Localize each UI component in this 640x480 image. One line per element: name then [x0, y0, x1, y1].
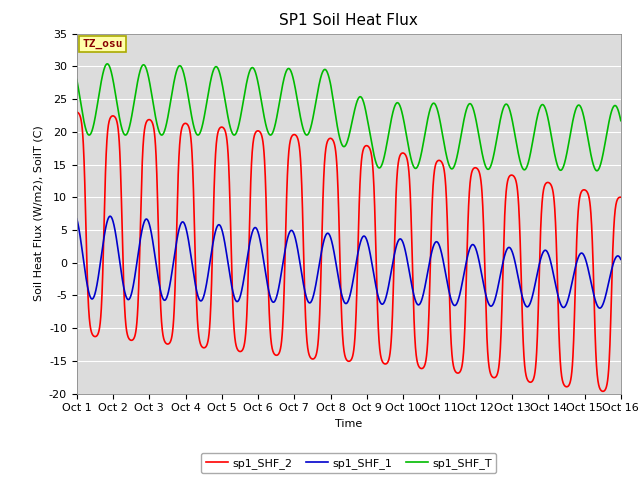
Line: sp1_SHF_2: sp1_SHF_2 [77, 112, 621, 391]
sp1_SHF_T [593, 168, 601, 174]
Y-axis label: Soil Heat Flux (W/m2), SoilT (C): Soil Heat Flux (W/m2), SoilT (C) [33, 126, 44, 301]
sp1_SHF_1 [548, 263, 556, 269]
sp1_SHF_1 [305, 300, 313, 306]
Legend: sp1_SHF_2, sp1_SHF_1, sp1_SHF_T: sp1_SHF_2, sp1_SHF_1, sp1_SHF_T [201, 453, 497, 473]
sp1_SHF_T [617, 118, 625, 123]
sp1_SHF_T [282, 70, 289, 76]
sp1_SHF_1 [596, 305, 604, 311]
sp1_SHF_2 [282, 239, 289, 245]
sp1_SHF_2 [548, 183, 556, 189]
sp1_SHF_T [548, 135, 556, 141]
sp1_SHF_T [305, 129, 313, 135]
sp1_SHF_2 [599, 388, 607, 394]
Title: SP1 Soil Heat Flux: SP1 Soil Heat Flux [280, 13, 418, 28]
sp1_SHF_T [104, 61, 111, 67]
sp1_SHF_2 [73, 109, 81, 115]
sp1_SHF_1 [282, 245, 289, 251]
sp1_SHF_1 [106, 213, 114, 219]
sp1_SHF_1 [617, 256, 625, 262]
sp1_SHF_1 [135, 245, 143, 251]
Text: TZ_osu: TZ_osu [82, 39, 123, 49]
sp1_SHF_T [135, 72, 143, 78]
Line: sp1_SHF_1: sp1_SHF_1 [77, 216, 621, 308]
sp1_SHF_1 [73, 216, 81, 222]
sp1_SHF_T [168, 94, 175, 100]
X-axis label: Time: Time [335, 419, 362, 429]
sp1_SHF_1 [168, 274, 175, 279]
sp1_SHF_2 [167, 337, 175, 343]
sp1_SHF_2 [607, 331, 614, 337]
sp1_SHF_2 [617, 194, 625, 200]
sp1_SHF_2 [135, 279, 143, 285]
sp1_SHF_1 [607, 272, 614, 277]
sp1_SHF_2 [305, 351, 313, 357]
sp1_SHF_T [607, 112, 614, 118]
sp1_SHF_T [73, 77, 81, 83]
Line: sp1_SHF_T: sp1_SHF_T [77, 64, 621, 171]
